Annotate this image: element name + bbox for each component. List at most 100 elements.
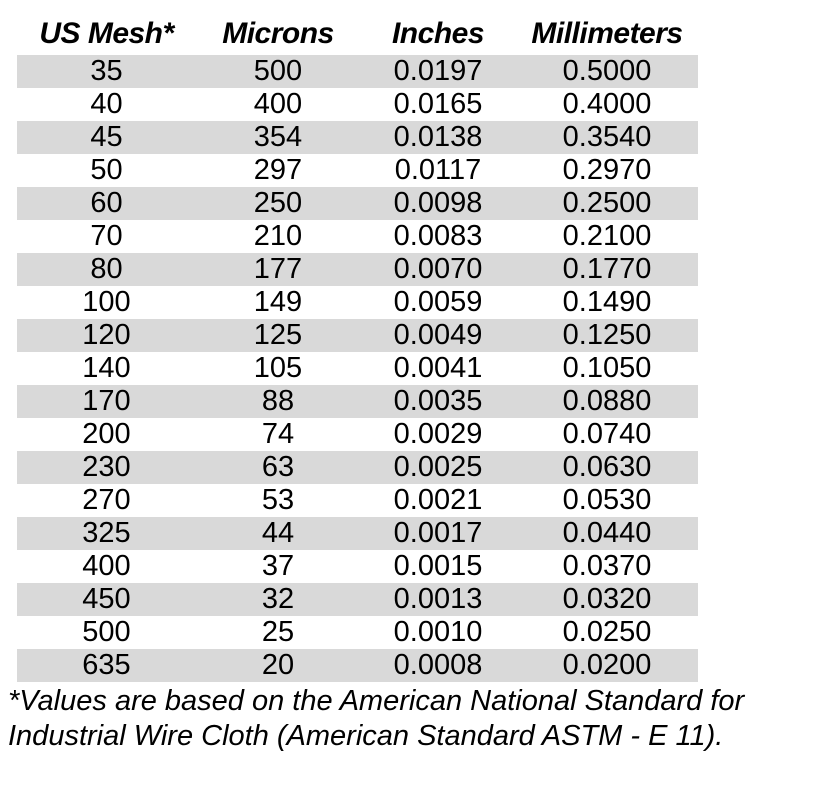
table-cell: 0.0370 [562,550,652,582]
table-cell: 0.0880 [562,385,652,417]
table-cell: 53 [261,484,295,516]
table-cell: 70 [90,220,123,252]
table-body: 35 500 0.0197 0.5000 40 400 0.0165 0.4000 45 354 0… [17,55,698,682]
table-cell: 50 [90,154,123,186]
table-cell: 100 [82,286,131,318]
table-cell: 0.4000 [562,88,652,120]
table-cell: 0.0165 [393,88,483,120]
table-cell: 0.1770 [562,253,652,285]
column-header-millimeters: Millimeters [516,12,698,55]
table-cell: 250 [253,187,303,219]
table-cell: 105 [253,352,303,384]
table-row: 120 125 0.0049 0.1250 [17,319,698,352]
table-row: 60 250 0.0098 0.2500 [17,187,698,220]
table-row: 35 500 0.0197 0.5000 [17,55,698,88]
table-cell: 0.0200 [562,649,652,681]
table-row: 100 149 0.0059 0.1490 [17,286,698,319]
table-cell: 354 [253,121,303,153]
table-cell: 0.0083 [393,220,483,252]
column-header-inches: Inches [360,12,516,55]
table-cell: 25 [261,616,295,648]
table-cell: 0.5000 [562,55,652,87]
table-cell: 0.0440 [562,517,652,549]
table-row: 270 53 0.0021 0.0530 [17,484,698,517]
table-cell: 0.0013 [393,583,483,615]
table-cell: 200 [82,418,131,450]
table-cell: 149 [253,286,303,318]
table-row: 45 354 0.0138 0.3540 [17,121,698,154]
table-cell: 177 [253,253,303,285]
table-cell: 0.0059 [393,286,483,318]
table-row: 170 88 0.0035 0.0880 [17,385,698,418]
table-row: 400 37 0.0015 0.0370 [17,550,698,583]
table-cell: 0.0017 [393,517,483,549]
table-cell: 20 [261,649,295,681]
table-cell: 44 [261,517,295,549]
table-row: 200 74 0.0029 0.0740 [17,418,698,451]
table-row: 230 63 0.0025 0.0630 [17,451,698,484]
table-cell: 125 [253,319,303,351]
table-cell: 37 [261,550,295,582]
table-cell: 0.1490 [562,286,652,318]
footnote: *Values are based on the American Nation… [8,685,745,752]
table-cell: 0.3540 [562,121,652,153]
table-cell: 0.0197 [393,55,483,87]
table-cell: 140 [82,352,131,384]
table-cell: 0.2500 [562,187,652,219]
table-cell: 210 [253,220,303,252]
table-row: 450 32 0.0013 0.0320 [17,583,698,616]
table-cell: 74 [261,418,295,450]
table-cell: 500 [253,55,303,87]
table-cell: 0.0035 [393,385,483,417]
table-header-row: US Mesh* Microns Inches Millimeters [17,12,698,55]
table-row: 635 20 0.0008 0.0200 [17,649,698,682]
table-cell: 450 [82,583,131,615]
table-cell: 0.0740 [562,418,652,450]
table-cell: 120 [82,319,131,351]
column-header-us-mesh: US Mesh* [17,12,196,55]
table-cell: 0.2970 [562,154,652,186]
table-cell: 0.0008 [393,649,483,681]
table-cell: 0.2100 [562,220,652,252]
table-cell: 500 [82,616,131,648]
table-row: 50 297 0.0117 0.2970 [17,154,698,187]
table-cell: 297 [253,154,303,186]
table-cell: 40 [90,88,123,120]
table-cell: 0.0049 [393,319,483,351]
table-cell: 0.0021 [393,484,483,516]
table-cell: 88 [261,385,295,417]
table-cell: 270 [82,484,131,516]
table-cell: 635 [82,649,131,681]
table-cell: 60 [90,187,123,219]
table-cell: 325 [82,517,131,549]
table-cell: 170 [82,385,131,417]
column-header-microns: Microns [196,12,360,55]
table-cell: 0.0041 [393,352,483,384]
table-cell: 0.0138 [393,121,483,153]
table-cell: 0.0029 [393,418,483,450]
table-cell: 32 [261,583,295,615]
table-row: 500 25 0.0010 0.0250 [17,616,698,649]
table-row: 40 400 0.0165 0.4000 [17,88,698,121]
table-cell: 0.0010 [393,616,483,648]
table-cell: 63 [261,451,295,483]
table-row: 80 177 0.0070 0.1770 [17,253,698,286]
table-cell: 0.0320 [562,583,652,615]
table-cell: 45 [90,121,123,153]
table-cell: 400 [82,550,131,582]
table-row: 70 210 0.0083 0.2100 [17,220,698,253]
table-cell: 0.0630 [562,451,652,483]
table-cell: 400 [253,88,303,120]
table-cell: 0.0070 [393,253,483,285]
table-cell: 0.0117 [394,154,482,186]
table-cell: 0.1250 [562,319,652,351]
mesh-conversion-table: US Mesh* Microns Inches Millimeters 35 50… [17,12,698,682]
table-cell: 80 [90,253,123,285]
table-cell: 0.0025 [393,451,483,483]
table-cell: 0.0250 [562,616,652,648]
table-cell: 0.0015 [393,550,483,582]
table-cell: 0.0530 [562,484,652,516]
table-cell: 230 [82,451,131,483]
table-row: 325 44 0.0017 0.0440 [17,517,698,550]
